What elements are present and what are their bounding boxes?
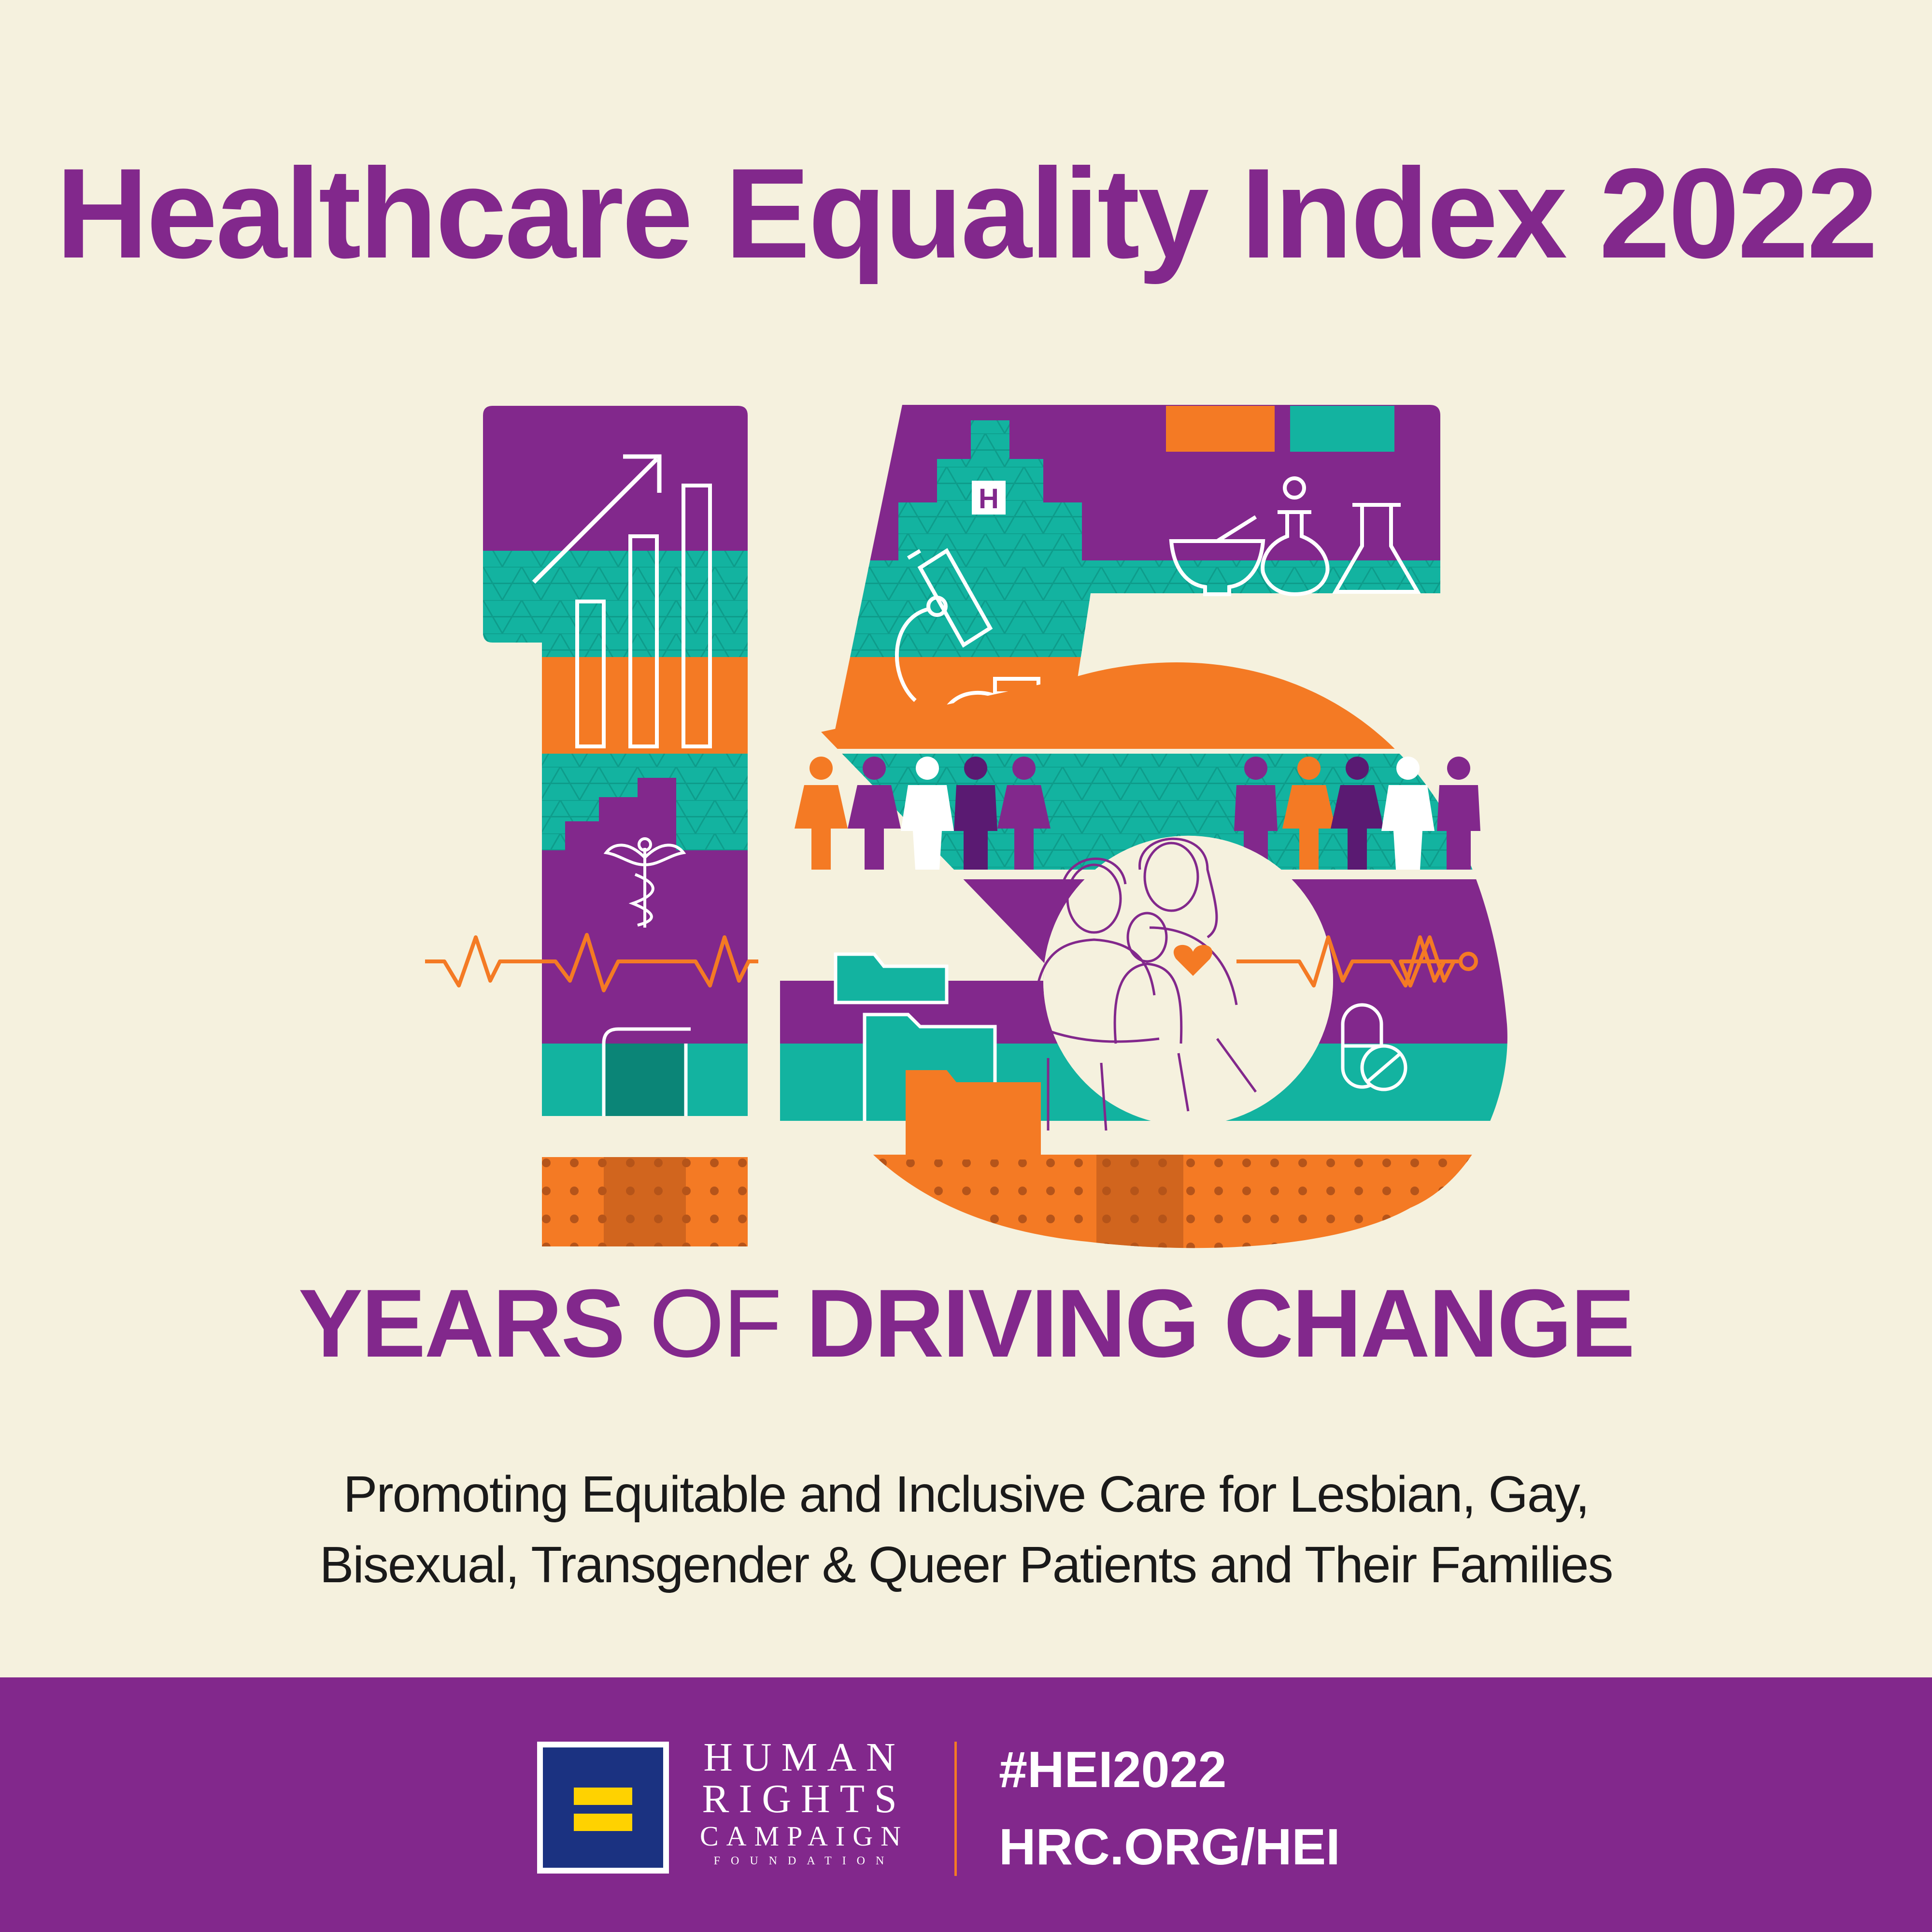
trend-arrow-icon	[532, 454, 662, 584]
logo-bar-bottom	[574, 1814, 632, 1831]
heart-icon	[1173, 945, 1213, 976]
org-line-foundation: FOUNDATION	[713, 1854, 895, 1867]
website-link[interactable]: HRC.ORG/HEI	[999, 1818, 1340, 1875]
org-line-human: HUMAN	[703, 1735, 905, 1780]
numeral-one	[483, 406, 748, 1246]
tagline: YEARS OF DRIVING CHANGE	[0, 1275, 1932, 1372]
footer-divider	[954, 1742, 957, 1876]
org-line-campaign: CAMPAIGN	[699, 1820, 909, 1852]
tagline-driving-change: DRIVING CHANGE	[806, 1270, 1635, 1377]
mortar-pestle-icon	[1169, 515, 1265, 596]
round-flask-icon	[1261, 476, 1330, 597]
hashtag: #HEI2022	[999, 1741, 1227, 1798]
subtitle: Promoting Equitable and Inclusive Care f…	[193, 1459, 1739, 1601]
logo-bar-top	[574, 1788, 632, 1805]
hrc-logo	[537, 1742, 669, 1874]
bar-chart-icon	[575, 484, 712, 748]
subtitle-line-1: Promoting Equitable and Inclusive Care f…	[343, 1466, 1590, 1523]
erlenmeyer-flask-icon	[1332, 503, 1421, 594]
hospital-icon: H	[972, 481, 1006, 515]
pill-icon	[1341, 1003, 1407, 1091]
tagline-years: YEARS	[298, 1270, 625, 1377]
equality-logo-icon	[543, 1747, 663, 1868]
caduceus-icon	[603, 837, 686, 928]
organization-name: HUMAN RIGHTS CAMPAIGN FOUNDATION	[688, 1737, 920, 1870]
heartbeat-line-icon	[425, 933, 1478, 992]
footer-bar	[0, 1677, 1932, 1932]
book-icon	[602, 1027, 691, 1116]
org-line-rights: RIGHTS	[702, 1776, 907, 1821]
hospital-sign: H	[979, 483, 999, 515]
tagline-of: OF	[649, 1270, 782, 1377]
family-portrait	[1032, 836, 1333, 1131]
subtitle-line-2: Bisexual, Transgender & Queer Patients a…	[319, 1536, 1614, 1594]
page-title: Healthcare Equality Index 2022	[56, 142, 1878, 285]
folder-icon	[834, 952, 1041, 1159]
